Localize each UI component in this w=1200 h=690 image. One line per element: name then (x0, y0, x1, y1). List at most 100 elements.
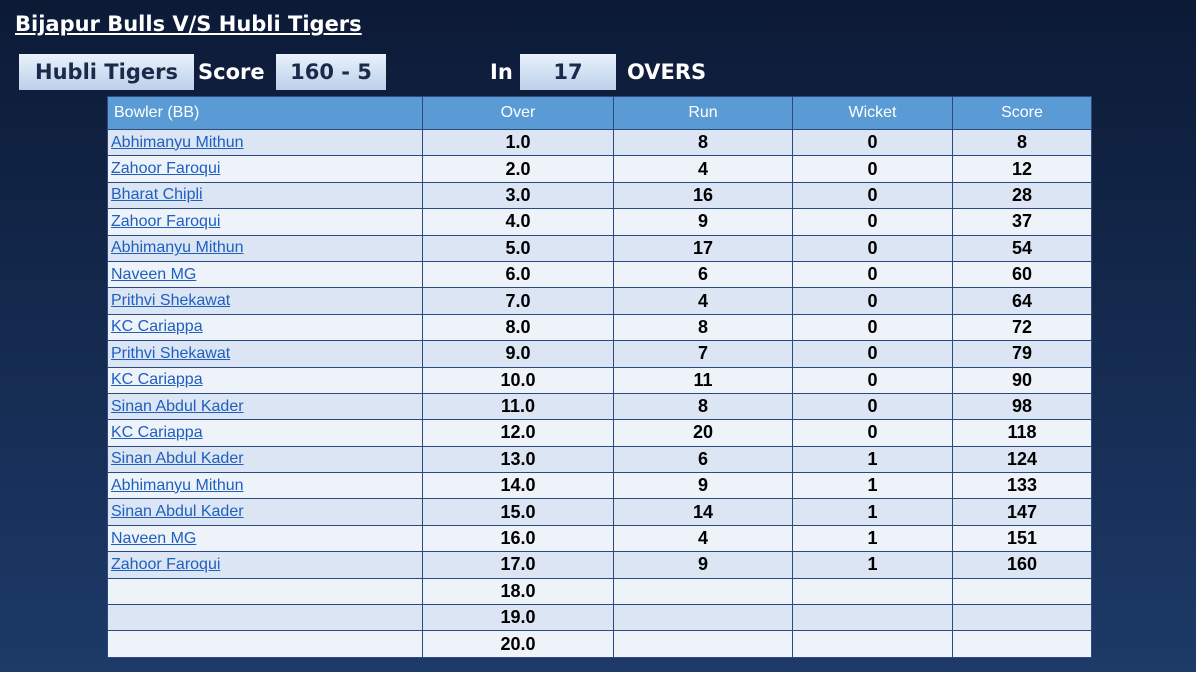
score-cell: 118 (952, 419, 1092, 447)
score-cell: 12 (952, 155, 1092, 183)
score-value: 160 - 5 (276, 54, 386, 90)
bowler-link[interactable]: Abhimanyu Mithun (111, 239, 244, 257)
run-cell: 4 (613, 155, 793, 183)
bowler-link[interactable]: Zahoor Faroqui (111, 555, 221, 573)
bowler-cell: KC Cariappa (107, 313, 423, 342)
run-cell: 20 (613, 419, 793, 447)
over-cell: 18.0 (422, 577, 614, 606)
wicket-cell: 0 (792, 181, 953, 210)
table-row: Zahoor Faroqui 17.0 9 1 160 (107, 551, 1092, 579)
run-cell: 14 (613, 498, 793, 526)
table-row: Sinan Abdul Kader 13.0 6 1 124 (107, 445, 1092, 474)
run-cell (613, 577, 793, 606)
column-header: Wicket (792, 96, 953, 130)
over-cell: 20.0 (422, 630, 614, 658)
bowler-cell: Zahoor Faroqui (107, 155, 423, 183)
bowler-cell: Bharat Chipli (107, 181, 423, 210)
wicket-cell: 0 (792, 392, 953, 421)
run-cell: 9 (613, 472, 793, 500)
table-row: Abhimanyu Mithun 5.0 17 0 54 (107, 234, 1092, 262)
run-cell (613, 630, 793, 658)
bowler-cell (107, 630, 423, 658)
bowler-link[interactable]: Sinan Abdul Kader (111, 503, 244, 521)
bowler-link[interactable]: Zahoor Faroqui (111, 160, 221, 178)
table-row: 18.0 (107, 577, 1092, 606)
bowler-cell: Zahoor Faroqui (107, 208, 423, 236)
score-cell: 98 (952, 392, 1092, 421)
run-cell: 8 (613, 313, 793, 342)
wicket-cell: 0 (792, 366, 953, 394)
bowler-link[interactable]: Prithvi Shekawat (111, 292, 231, 310)
score-cell: 160 (952, 551, 1092, 579)
over-cell: 15.0 (422, 498, 614, 526)
run-cell: 4 (613, 287, 793, 315)
table-row: Naveen MG 6.0 6 0 60 (107, 260, 1092, 289)
over-cell: 3.0 (422, 181, 614, 210)
header-row: Bowler (BB) Over Run Wicket Score (107, 96, 1092, 130)
bowler-cell: Abhimanyu Mithun (107, 234, 423, 262)
score-cell: 72 (952, 313, 1092, 342)
over-cell: 16.0 (422, 524, 614, 553)
table-row: Zahoor Faroqui 2.0 4 0 12 (107, 155, 1092, 183)
table-row: Sinan Abdul Kader 11.0 8 0 98 (107, 392, 1092, 421)
table-row: Abhimanyu Mithun 14.0 9 1 133 (107, 472, 1092, 500)
table-row: 19.0 (107, 604, 1092, 632)
bowler-cell: Abhimanyu Mithun (107, 128, 423, 157)
over-cell: 5.0 (422, 234, 614, 262)
bowler-cell (107, 577, 423, 606)
wicket-cell: 0 (792, 128, 953, 157)
wicket-cell: 0 (792, 340, 953, 368)
score-label: Score (198, 60, 265, 84)
bowler-link[interactable]: Naveen MG (111, 265, 197, 283)
wicket-cell: 0 (792, 419, 953, 447)
bowler-link[interactable]: KC Cariappa (111, 318, 203, 336)
bowler-link[interactable]: Zahoor Faroqui (111, 212, 221, 230)
bowler-link[interactable]: Sinan Abdul Kader (111, 397, 244, 415)
overs-table: Bowler (BB) Over Run Wicket Score Abhimanyu … (107, 96, 1092, 658)
bowler-link[interactable]: Abhimanyu Mithun (111, 133, 244, 151)
bowler-link[interactable]: Sinan Abdul Kader (111, 450, 244, 468)
score-cell (952, 577, 1092, 606)
table-row: Naveen MG 16.0 4 1 151 (107, 524, 1092, 553)
wicket-cell: 0 (792, 313, 953, 342)
bowler-cell: KC Cariappa (107, 419, 423, 447)
bowler-cell: KC Cariappa (107, 366, 423, 394)
wicket-cell: 0 (792, 287, 953, 315)
bowler-cell: Abhimanyu Mithun (107, 472, 423, 500)
bowler-link[interactable]: Bharat Chipli (111, 186, 203, 204)
score-cell: 79 (952, 340, 1092, 368)
over-cell: 2.0 (422, 155, 614, 183)
run-cell (613, 604, 793, 632)
run-cell: 17 (613, 234, 793, 262)
run-cell: 8 (613, 128, 793, 157)
table-row: Prithvi Shekawat 9.0 7 0 79 (107, 340, 1092, 368)
table-row: KC Cariappa 12.0 20 0 118 (107, 419, 1092, 447)
wicket-cell: 1 (792, 498, 953, 526)
wicket-cell: 0 (792, 155, 953, 183)
bowler-link[interactable]: KC Cariappa (111, 423, 203, 441)
column-header: Over (422, 96, 614, 130)
bowler-link[interactable]: KC Cariappa (111, 371, 203, 389)
bowler-link[interactable]: Prithvi Shekawat (111, 344, 231, 362)
table-row: Bharat Chipli 3.0 16 0 28 (107, 181, 1092, 210)
run-cell: 9 (613, 551, 793, 579)
wicket-cell: 1 (792, 445, 953, 474)
column-header: Run (613, 96, 793, 130)
run-cell: 11 (613, 366, 793, 394)
score-cell (952, 630, 1092, 658)
over-cell: 19.0 (422, 604, 614, 632)
bowler-link[interactable]: Naveen MG (111, 529, 197, 547)
table-row: 20.0 (107, 630, 1092, 658)
run-cell: 6 (613, 260, 793, 289)
overs-label: OVERS (627, 60, 707, 84)
team-name: Hubli Tigers (19, 54, 194, 90)
table-row: KC Cariappa 8.0 8 0 72 (107, 313, 1092, 342)
run-cell: 7 (613, 340, 793, 368)
bowler-cell: Prithvi Shekawat (107, 287, 423, 315)
wicket-cell (792, 630, 953, 658)
run-cell: 9 (613, 208, 793, 236)
score-cell: 64 (952, 287, 1092, 315)
bowler-link[interactable]: Abhimanyu Mithun (111, 476, 244, 494)
